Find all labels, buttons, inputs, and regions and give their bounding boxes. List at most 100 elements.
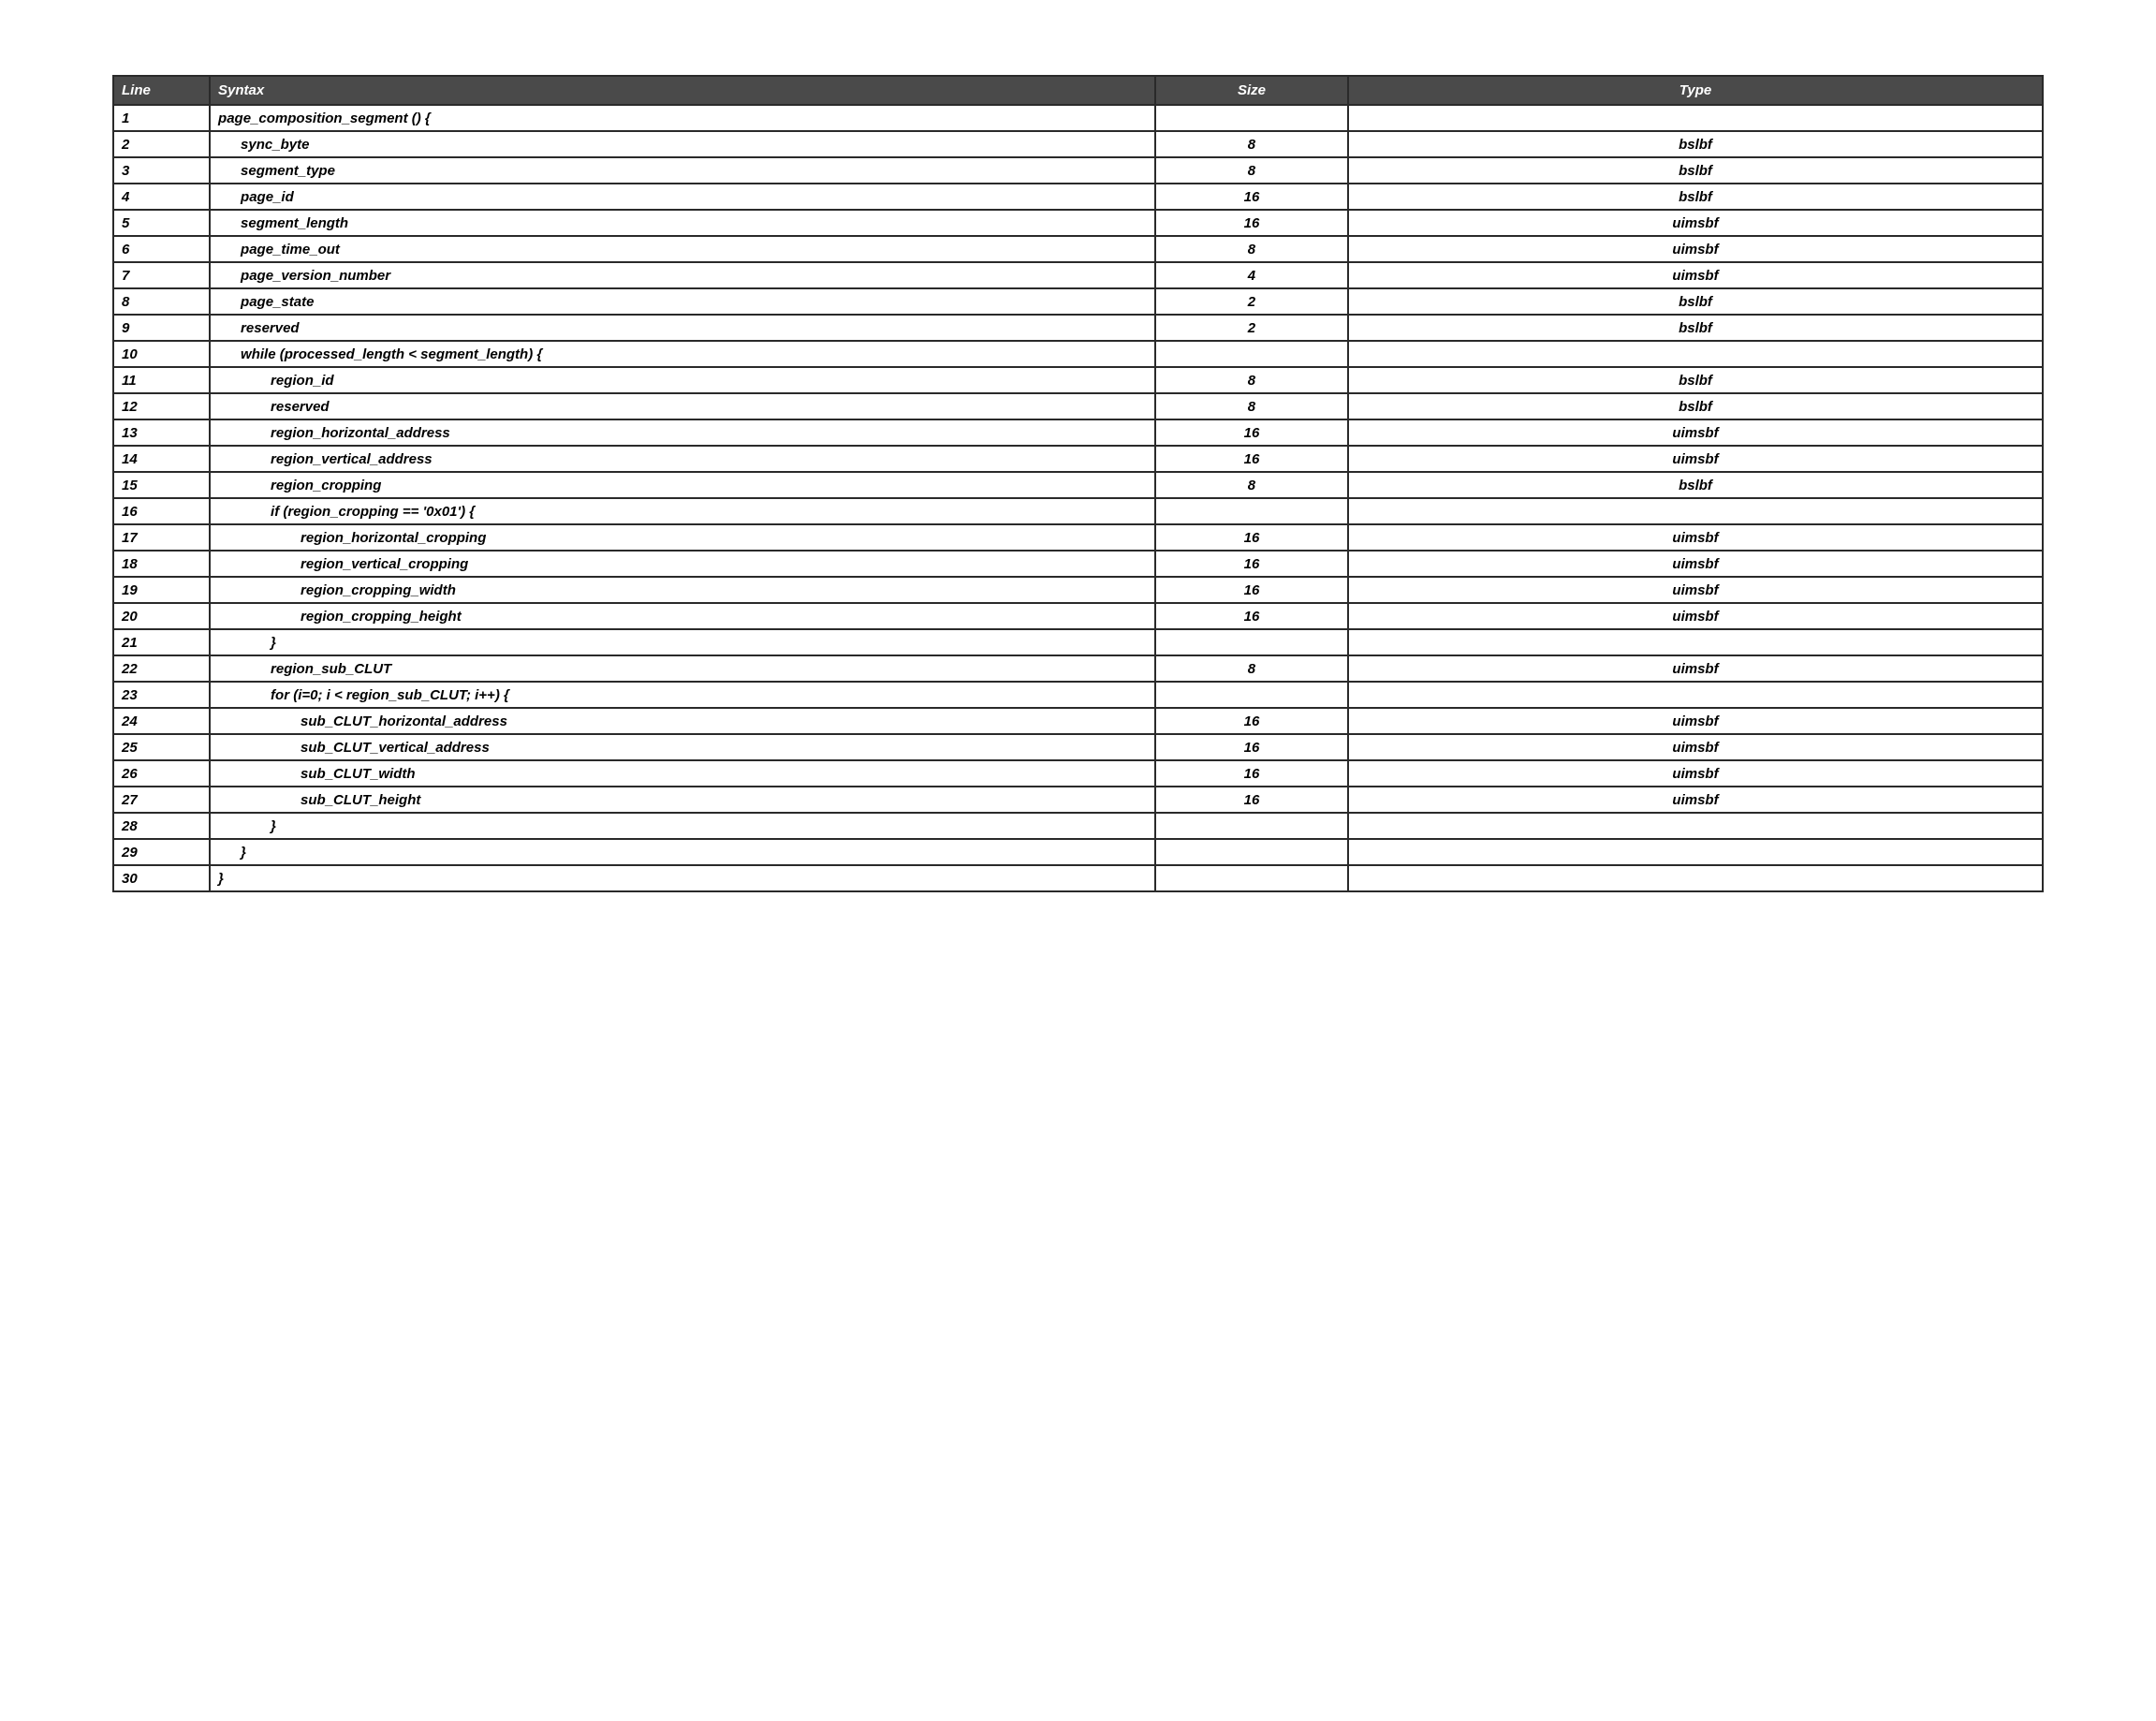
syntax-cell: region_sub_CLUT (210, 655, 1155, 682)
syntax-cell: } (210, 629, 1155, 655)
type-cell: uimsbf (1348, 236, 2043, 262)
table-row: 2sync_byte8bslbf (113, 131, 2043, 157)
syntax-cell: sub_CLUT_vertical_address (210, 734, 1155, 760)
table-body: 1page_composition_segment () {2sync_byte… (113, 105, 2043, 891)
size-cell: 16 (1155, 603, 1348, 629)
table-row: 14region_vertical_address16uimsbf (113, 446, 2043, 472)
line-number: 19 (113, 577, 210, 603)
size-cell: 16 (1155, 577, 1348, 603)
table-row: 26sub_CLUT_width16uimsbf (113, 760, 2043, 787)
table-row: 17region_horizontal_cropping16uimsbf (113, 524, 2043, 551)
line-number: 15 (113, 472, 210, 498)
syntax-cell: for (i=0; i < region_sub_CLUT; i++) { (210, 682, 1155, 708)
size-cell: 16 (1155, 708, 1348, 734)
table-row: 13region_horizontal_address16uimsbf (113, 419, 2043, 446)
size-cell: 8 (1155, 367, 1348, 393)
size-cell: 16 (1155, 787, 1348, 813)
line-number: 8 (113, 288, 210, 315)
table-row: 1page_composition_segment () { (113, 105, 2043, 131)
type-cell: uimsbf (1348, 603, 2043, 629)
size-cell: 2 (1155, 315, 1348, 341)
line-number: 14 (113, 446, 210, 472)
type-cell: uimsbf (1348, 210, 2043, 236)
table-header-row: Line Syntax Size Type (113, 76, 2043, 105)
line-number: 26 (113, 760, 210, 787)
type-cell (1348, 105, 2043, 131)
table-row: 11region_id8bslbf (113, 367, 2043, 393)
table-row: 16if (region_cropping == '0x01') { (113, 498, 2043, 524)
syntax-table: Line Syntax Size Type 1page_composition_… (112, 75, 2044, 892)
size-cell (1155, 105, 1348, 131)
type-cell: uimsbf (1348, 262, 2043, 288)
line-number: 11 (113, 367, 210, 393)
type-cell: bslbf (1348, 472, 2043, 498)
syntax-cell: } (210, 865, 1155, 891)
table-row: 4page_id16bslbf (113, 184, 2043, 210)
size-cell: 16 (1155, 419, 1348, 446)
syntax-cell: region_cropping (210, 472, 1155, 498)
line-number: 13 (113, 419, 210, 446)
syntax-cell: if (region_cropping == '0x01') { (210, 498, 1155, 524)
syntax-cell: page_composition_segment () { (210, 105, 1155, 131)
size-cell: 8 (1155, 393, 1348, 419)
syntax-cell: page_time_out (210, 236, 1155, 262)
table-row: 8page_state2bslbf (113, 288, 2043, 315)
size-cell (1155, 839, 1348, 865)
table-row: 27sub_CLUT_height16uimsbf (113, 787, 2043, 813)
size-cell (1155, 813, 1348, 839)
line-number: 10 (113, 341, 210, 367)
size-cell (1155, 341, 1348, 367)
line-number: 28 (113, 813, 210, 839)
syntax-cell: sub_CLUT_horizontal_address (210, 708, 1155, 734)
syntax-cell: segment_type (210, 157, 1155, 184)
table-row: 19region_cropping_width16uimsbf (113, 577, 2043, 603)
line-number: 3 (113, 157, 210, 184)
type-cell (1348, 813, 2043, 839)
size-cell: 8 (1155, 131, 1348, 157)
type-cell: uimsbf (1348, 734, 2043, 760)
line-number: 6 (113, 236, 210, 262)
table-row: 9reserved2bslbf (113, 315, 2043, 341)
type-cell: bslbf (1348, 315, 2043, 341)
type-cell: bslbf (1348, 367, 2043, 393)
type-cell: uimsbf (1348, 787, 2043, 813)
line-number: 18 (113, 551, 210, 577)
size-cell: 16 (1155, 760, 1348, 787)
table-row: 28} (113, 813, 2043, 839)
table-row: 23for (i=0; i < region_sub_CLUT; i++) { (113, 682, 2043, 708)
syntax-cell: while (processed_length < segment_length… (210, 341, 1155, 367)
line-number: 24 (113, 708, 210, 734)
type-cell (1348, 341, 2043, 367)
header-size: Size (1155, 76, 1348, 105)
type-cell: uimsbf (1348, 524, 2043, 551)
line-number: 30 (113, 865, 210, 891)
syntax-cell: page_version_number (210, 262, 1155, 288)
line-number: 17 (113, 524, 210, 551)
size-cell: 8 (1155, 472, 1348, 498)
line-number: 16 (113, 498, 210, 524)
size-cell: 16 (1155, 184, 1348, 210)
syntax-cell: page_state (210, 288, 1155, 315)
table-row: 3segment_type8bslbf (113, 157, 2043, 184)
line-number: 27 (113, 787, 210, 813)
type-cell (1348, 839, 2043, 865)
table-row: 5segment_length16uimsbf (113, 210, 2043, 236)
type-cell (1348, 865, 2043, 891)
type-cell: bslbf (1348, 131, 2043, 157)
size-cell: 8 (1155, 157, 1348, 184)
syntax-cell: sub_CLUT_width (210, 760, 1155, 787)
table-row: 30} (113, 865, 2043, 891)
table-row: 29} (113, 839, 2043, 865)
size-cell: 16 (1155, 524, 1348, 551)
type-cell: uimsbf (1348, 655, 2043, 682)
table-row: 10while (processed_length < segment_leng… (113, 341, 2043, 367)
syntax-cell: region_cropping_width (210, 577, 1155, 603)
line-number: 2 (113, 131, 210, 157)
syntax-cell: region_vertical_cropping (210, 551, 1155, 577)
table-row: 18region_vertical_cropping16uimsbf (113, 551, 2043, 577)
line-number: 21 (113, 629, 210, 655)
syntax-cell: reserved (210, 393, 1155, 419)
type-cell: uimsbf (1348, 760, 2043, 787)
line-number: 20 (113, 603, 210, 629)
type-cell: bslbf (1348, 157, 2043, 184)
